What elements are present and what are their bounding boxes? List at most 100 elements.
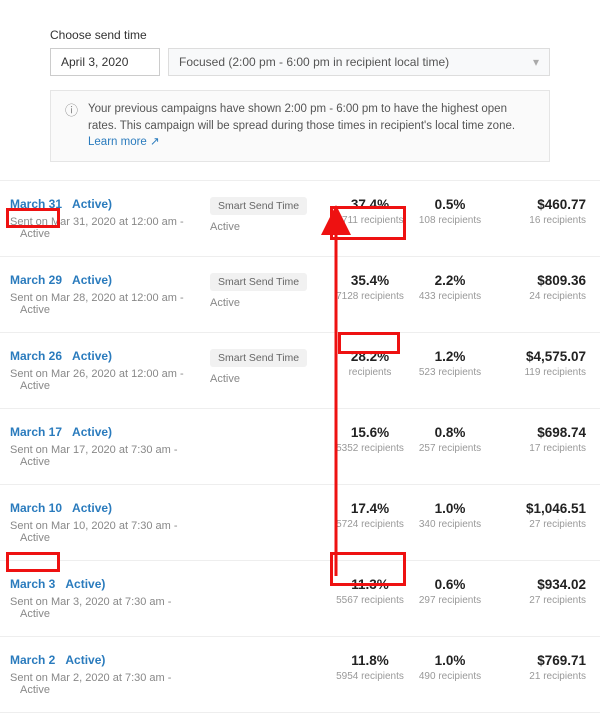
- revenue-sub: 27 recipients: [500, 519, 586, 530]
- campaign-title: March 29Active): [10, 273, 210, 287]
- tag-col: Smart Send TimeActive: [210, 197, 310, 233]
- campaign-sent-line: Sent on Mar 28, 2020 at 12:00 am -Active: [10, 292, 210, 316]
- open-rate-col: 11.8% 5954 recipients: [330, 653, 410, 682]
- tag-col: Smart Send TimeActive: [210, 349, 310, 385]
- info-icon: ⓘ: [65, 102, 78, 151]
- revenue-col: $698.7417 recipients: [500, 425, 590, 454]
- campaign-date-link[interactable]: March 26: [10, 349, 62, 363]
- click-rate: 1.0%: [410, 501, 490, 516]
- sent-text: Sent on Mar 3, 2020 at 7:30 am -: [10, 596, 171, 608]
- campaign-title: March 17 Active): [10, 425, 210, 439]
- smart-send-tag: Smart Send Time: [210, 273, 307, 291]
- sent-status: Active: [20, 456, 50, 468]
- campaign-info: March 3Active) Sent on Mar 3, 2020 at 7:3…: [10, 577, 210, 620]
- campaign-sent-line: Sent on Mar 3, 2020 at 7:30 am -Active: [10, 596, 210, 620]
- revenue-col: $934.0227 recipients: [500, 577, 590, 606]
- click-rate: 0.8%: [410, 425, 490, 440]
- sent-status: Active: [20, 380, 50, 392]
- controls-row: April 3, 2020 Focused (2:00 pm - 6:00 pm…: [50, 48, 550, 76]
- open-rate-sub: 5724 recipients: [330, 519, 410, 530]
- campaign-status: Active): [72, 197, 112, 211]
- choose-send-time-label: Choose send time: [50, 28, 550, 42]
- sent-status: Active: [20, 304, 50, 316]
- sent-text: Sent on Mar 28, 2020 at 12:00 am -: [10, 292, 184, 304]
- annotation-highlight: [6, 552, 60, 572]
- revenue-sub: 21 recipients: [500, 671, 586, 682]
- campaign-title: March 10Active): [10, 501, 210, 515]
- campaign-date-link[interactable]: March 29: [10, 273, 62, 287]
- campaign-date-link[interactable]: March 10: [10, 501, 62, 515]
- annotation-highlight: [330, 206, 406, 240]
- sent-text: Sent on Mar 17, 2020 at 7:30 am -: [10, 444, 178, 456]
- click-rate-sub: 490 recipients: [410, 671, 490, 682]
- campaign-row: March 29Active) Sent on Mar 28, 2020 at 1…: [0, 257, 600, 333]
- revenue-col: $809.36 24 recipients: [500, 273, 590, 302]
- sent-text: Sent on Mar 2, 2020 at 7:30 am -: [10, 672, 171, 684]
- revenue-col: $460.7716 recipients: [500, 197, 590, 226]
- campaign-row: March 3Active) Sent on Mar 3, 2020 at 7:3…: [0, 561, 600, 637]
- sent-text: Sent on Mar 26, 2020 at 12:00 am -: [10, 368, 184, 380]
- click-rate: 0.6%: [410, 577, 490, 592]
- click-rate: 1.0%: [410, 653, 490, 668]
- info-text-body: Your previous campaigns have shown 2:00 …: [88, 103, 515, 132]
- campaign-info: March 10Active)Sent on Mar 10, 2020 at 7…: [10, 501, 210, 544]
- campaign-sent-line: Sent on Mar 2, 2020 at 7:30 am -Active: [10, 672, 210, 696]
- annotation-highlight: [6, 208, 60, 228]
- click-rate: 0.5%: [410, 197, 490, 212]
- campaign-row: March 26Active) Sent on Mar 26, 2020 at 1…: [0, 333, 600, 409]
- click-rate-sub: 340 recipients: [410, 519, 490, 530]
- campaign-info: March 17 Active) Sent on Mar 17, 2020 at 7…: [10, 425, 210, 468]
- revenue: $934.02: [500, 577, 586, 592]
- open-rate-sub: recipients: [330, 367, 410, 378]
- click-rate-sub: 523 recipients: [410, 367, 490, 378]
- smart-send-tag: Smart Send Time: [210, 349, 307, 367]
- sent-status: Active: [20, 608, 50, 620]
- sent-status: Active: [20, 228, 50, 240]
- open-rate-sub: 5352 recipients: [330, 443, 410, 454]
- revenue-col: $769.7121 recipients: [500, 653, 590, 682]
- open-rate: 15.6%: [330, 425, 410, 440]
- chevron-down-icon: ▾: [533, 55, 539, 69]
- revenue: $1,046.51: [500, 501, 586, 516]
- annotation-highlight: [330, 552, 406, 586]
- campaign-date-link[interactable]: March 2: [10, 653, 55, 667]
- send-time-select-text: Focused (2:00 pm - 6:00 pm in recipient …: [179, 55, 449, 69]
- campaign-sent-line: Sent on Mar 17, 2020 at 7:30 am -Active: [10, 444, 210, 468]
- revenue: $4,575.07: [500, 349, 586, 364]
- revenue-sub: 24 recipients: [500, 291, 586, 302]
- annotation-highlight: [338, 332, 400, 354]
- revenue: $698.74: [500, 425, 586, 440]
- tag-col: Smart Send Time Active: [210, 273, 310, 309]
- campaign-status: Active): [65, 653, 105, 667]
- tag-status: Active: [210, 297, 310, 309]
- revenue-sub: 119 recipients: [500, 367, 586, 378]
- campaign-status: Active): [72, 425, 112, 439]
- click-rate-col: 1.2%523 recipients: [410, 349, 490, 378]
- revenue: $809.36: [500, 273, 586, 288]
- info-callout: ⓘ Your previous campaigns have shown 2:0…: [50, 90, 550, 162]
- campaign-date-link[interactable]: March 3: [10, 577, 55, 591]
- info-text: Your previous campaigns have shown 2:00 …: [88, 101, 535, 151]
- click-rate-col: 1.0% 340 recipients: [410, 501, 490, 530]
- click-rate-sub: 108 recipients: [410, 215, 490, 226]
- campaign-title: March 3Active): [10, 577, 210, 591]
- open-rate: 17.4%: [330, 501, 410, 516]
- open-rate-sub: 5954 recipients: [330, 671, 410, 682]
- click-rate-sub: 433 recipients: [410, 291, 490, 302]
- send-time-select[interactable]: Focused (2:00 pm - 6:00 pm in recipient …: [168, 48, 550, 76]
- open-rate-col: 15.6% 5352 recipients: [330, 425, 410, 454]
- open-rate-col: 35.4%7128 recipients: [330, 273, 410, 302]
- campaign-title: March 26Active): [10, 349, 210, 363]
- sent-status: Active: [20, 532, 50, 544]
- campaign-list: March 31Active)Sent on Mar 31, 2020 at 1…: [0, 180, 600, 713]
- campaign-date-link[interactable]: March 17: [10, 425, 62, 439]
- campaign-info: March 2 Active) Sent on Mar 2, 2020 at 7:3…: [10, 653, 210, 696]
- tag-status: Active: [210, 221, 310, 233]
- learn-more-link[interactable]: Learn more ↗: [88, 136, 160, 148]
- open-rate: 35.4%: [330, 273, 410, 288]
- campaign-info: March 29Active) Sent on Mar 28, 2020 at 1…: [10, 273, 210, 316]
- campaign-row: March 31Active)Sent on Mar 31, 2020 at 1…: [0, 181, 600, 257]
- sent-status: Active: [20, 684, 50, 696]
- open-rate: 11.8%: [330, 653, 410, 668]
- send-date-input[interactable]: April 3, 2020: [50, 48, 160, 76]
